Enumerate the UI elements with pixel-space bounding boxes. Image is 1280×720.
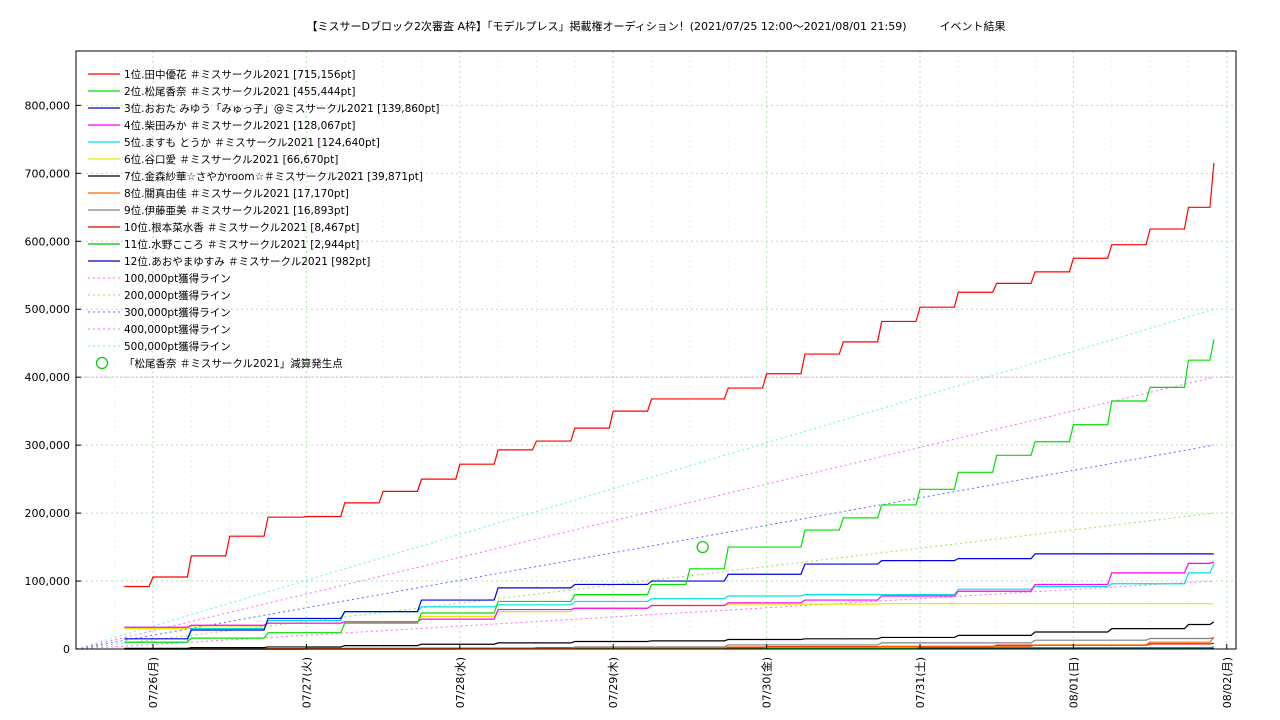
legend-entry: 11位.水野こころ ＃ミスサークル2021 [2,944pt] (124, 238, 359, 251)
chart-title: 【ミスサーDブロック2次審査 A枠】「モデルプレス」掲載権オーディション！(20… (307, 19, 1006, 33)
series-line (124, 621, 1215, 649)
y-tick-label: 200,000 (25, 507, 71, 520)
legend-entry: 10位.根本菜水香 ＃ミスサークル2021 [8,467pt] (124, 221, 359, 234)
x-tick-label: 08/01(日) (1067, 657, 1080, 708)
y-tick-label: 300,000 (25, 439, 71, 452)
series-line (124, 553, 1214, 640)
x-tick-label: 08/02(月) (1221, 657, 1234, 708)
legend: 1位.田中優花 ＃ミスサークル2021 [715,156pt] 2位.松尾香奈 ＃… (88, 68, 440, 370)
legend-entry: 400,000pt獲得ライン (124, 323, 231, 336)
x-tick-label: 07/27(火) (300, 657, 313, 708)
series-lines (124, 162, 1215, 650)
series-line (124, 564, 1215, 643)
y-axis: 0 100,000 200,000 300,000 400,000 500,000 600,… (25, 99, 81, 656)
y-tick-label: 100,000 (25, 575, 71, 588)
y-tick-label: 700,000 (25, 167, 71, 180)
y-tick-label: 0 (63, 643, 70, 656)
legend-entry: 7位.金森紗華☆さやかroom☆＃ミスサークル2021 [39,871pt] (124, 170, 423, 183)
legend-entry: 「松尾香奈 ＃ミスサークル2021」減算発生点 (124, 357, 343, 370)
legend-entry: 300,000pt獲得ライン (124, 306, 231, 319)
legend-entry: 500,000pt獲得ライン (124, 340, 231, 353)
x-tick-label: 07/30(金) (760, 657, 774, 708)
legend-entry: 4位.柴田みか ＃ミスサークル2021 [128,067pt] (124, 119, 356, 132)
legend-entry: 5位.ますも とうか ＃ミスサークル2021 [124,640pt] (124, 136, 380, 149)
legend-entry: 9位.伊藤亜美 ＃ミスサークル2021 [16,893pt] (124, 204, 349, 217)
x-tick-label: 07/26(月) (147, 657, 160, 708)
reference-line (76, 580, 1214, 650)
legend-entry: 6位.谷口愛 ＃ミスサークル2021 [66,670pt] (124, 153, 338, 166)
legend-marker (95, 356, 109, 370)
series-line (124, 561, 1215, 628)
x-axis: 07/26(月) 07/27(火) 07/28(水) 07/29(木) 07/30(金)… (147, 644, 1234, 708)
legend-entry: 1位.田中優花 ＃ミスサークル2021 [715,156pt] (124, 68, 356, 81)
plot-frame (75, 50, 1237, 650)
x-tick-label: 07/28(水) (454, 657, 467, 708)
y-tick-label: 400,000 (25, 371, 71, 384)
legend-entry: 100,000pt獲得ライン (124, 272, 231, 285)
legend-entry: 2位.松尾香奈 ＃ミスサークル2021 [455,444pt] (124, 85, 356, 98)
legend-entry: 200,000pt獲得ライン (124, 289, 231, 302)
reduction-point-marker (696, 540, 709, 554)
legend-entry: 3位.おおた みゆう「みゅっ子」@ミスサークル2021 [139,860pt] (124, 102, 440, 115)
series-line (124, 339, 1215, 643)
series-line (124, 162, 1215, 588)
y-tick-label: 600,000 (25, 235, 71, 248)
x-tick-label: 07/29(木) (607, 657, 620, 708)
y-tick-label: 800,000 (25, 99, 71, 112)
y-tick-label: 500,000 (25, 303, 71, 316)
reduction-marker (696, 540, 709, 554)
x-tick-label: 07/31(土) (914, 657, 927, 708)
series-line (124, 603, 1214, 630)
reference-line (76, 444, 1214, 650)
legend-entry: 12位.あおやまゆすみ ＃ミスサークル2021 [982pt] (124, 255, 370, 268)
legend-entry: 8位.關真由佳 ＃ミスサークル2021 [17,170pt] (124, 187, 349, 200)
